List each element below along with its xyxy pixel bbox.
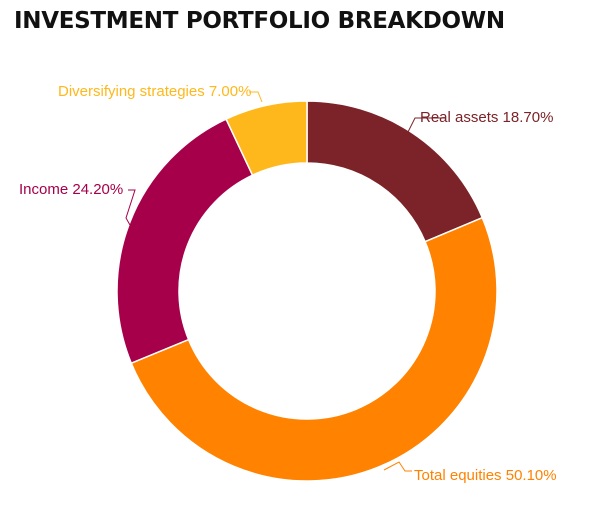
slice-labels: Real assets 18.70% Total equities 50.10% I… (19, 83, 557, 484)
leader-real-assets (407, 117, 446, 133)
leader-lines (125, 91, 446, 472)
leader-income (125, 189, 136, 226)
leader-diversifying-strategies (249, 91, 263, 103)
label-diversifying-strategies: Diversifying strategies 7.00% (58, 83, 251, 100)
label-real-assets: Real assets 18.70% (420, 109, 553, 126)
slice-total-equities (130, 216, 498, 482)
slice-income (116, 118, 254, 365)
label-total-equities: Total equities 50.10% (414, 467, 557, 484)
donut-slices (116, 100, 498, 482)
leader-total-equities (383, 461, 412, 472)
slice-diversifying-strategies (225, 100, 308, 177)
label-income: Income 24.20% (19, 181, 123, 198)
chart-title: INVESTMENT PORTFOLIO BREAKDOWN (14, 8, 505, 34)
